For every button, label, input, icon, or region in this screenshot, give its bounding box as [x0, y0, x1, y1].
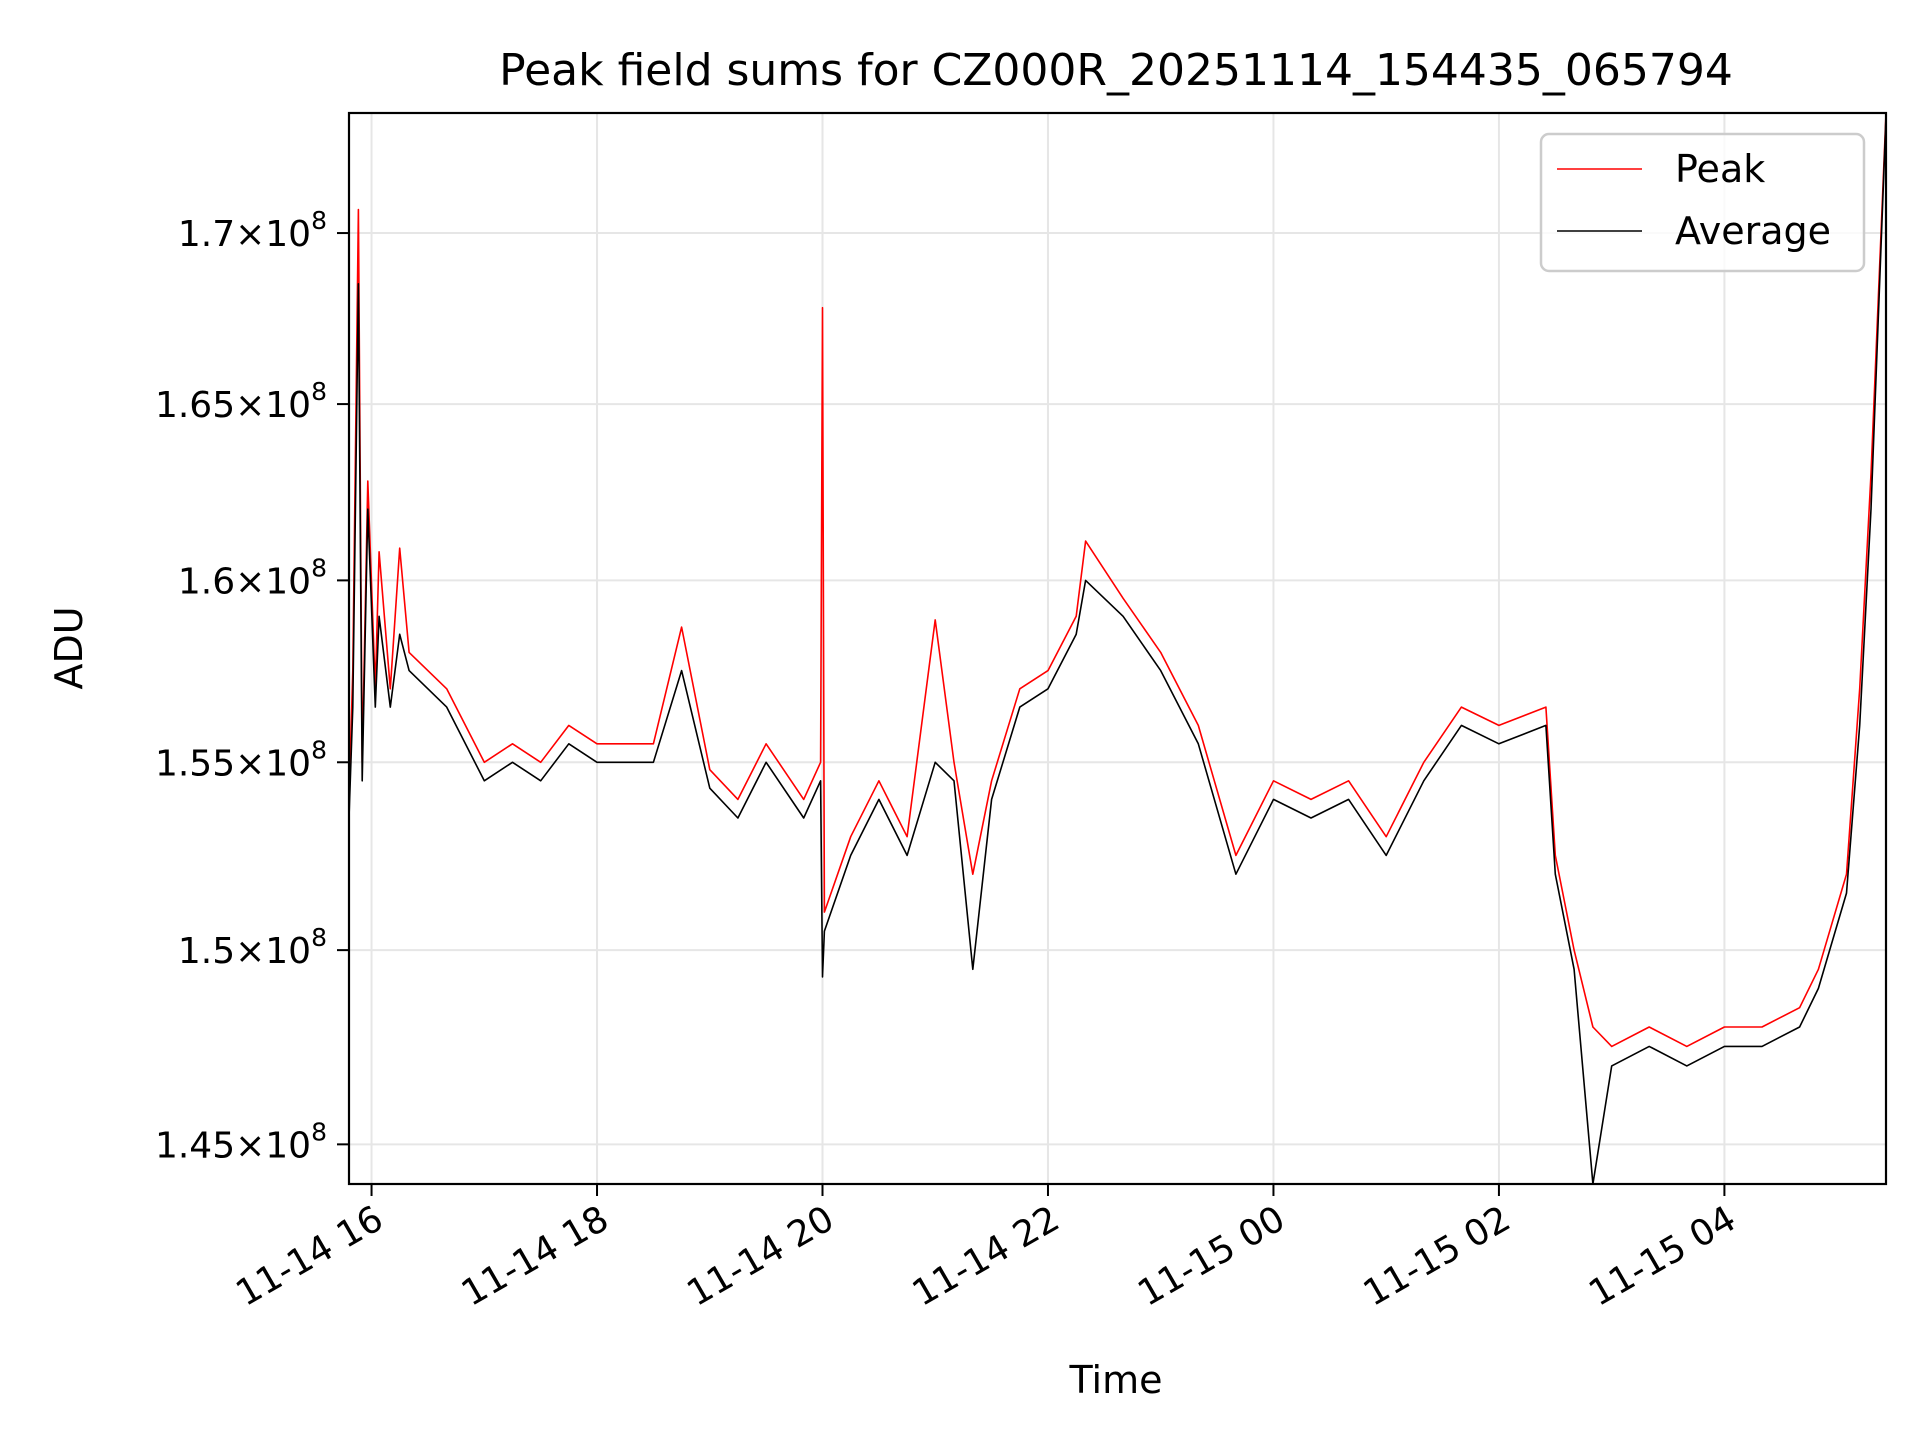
- y-tick-base: ×10: [235, 385, 311, 426]
- legend: Peak Average: [1539, 132, 1866, 273]
- y-tick-base: ×10: [235, 931, 311, 972]
- y-tick-label: 1.7×108: [178, 206, 327, 255]
- y-tick-label: 1.5×108: [178, 923, 327, 972]
- chart-title: Peak field sums for CZ000R_20251114_1544…: [499, 45, 1733, 96]
- y-tick-mantissa: 1.5: [178, 931, 235, 972]
- y-tick-base: ×10: [235, 743, 311, 784]
- y-tick-exponent: 8: [311, 735, 327, 764]
- y-tick-mantissa: 1.65: [155, 385, 235, 426]
- y-tick-label: 1.6×108: [178, 553, 327, 602]
- y-tick-mantissa: 1.45: [155, 1125, 235, 1166]
- y-tick-exponent: 8: [311, 1117, 327, 1146]
- y-tick-exponent: 8: [311, 377, 327, 406]
- y-axis-ticks: 1.45×1081.5×1081.55×1081.6×1081.65×1081.…: [155, 206, 349, 1166]
- y-tick-label: 1.45×108: [155, 1117, 327, 1166]
- y-tick-exponent: 8: [311, 206, 327, 235]
- plot-lines: [348, 112, 1887, 1185]
- series-line-peak: [348, 112, 1887, 1048]
- y-tick-label: 1.65×108: [155, 377, 327, 426]
- y-tick-mantissa: 1.6: [178, 561, 235, 602]
- legend-label-average: Average: [1675, 209, 1831, 253]
- series-line-average: [348, 116, 1887, 1185]
- y-axis-label: ADU: [47, 606, 91, 689]
- y-tick-mantissa: 1.7: [178, 214, 235, 255]
- y-tick-exponent: 8: [311, 923, 327, 952]
- y-tick-label: 1.55×108: [155, 735, 327, 784]
- y-tick-base: ×10: [235, 1125, 311, 1166]
- plot-frame: [347, 111, 1888, 1186]
- legend-label-peak: Peak: [1675, 147, 1765, 191]
- y-tick-exponent: 8: [311, 553, 327, 582]
- x-axis-label: Time: [1069, 1358, 1163, 1402]
- y-tick-base: ×10: [235, 561, 311, 602]
- y-tick-base: ×10: [235, 214, 311, 255]
- y-tick-mantissa: 1.55: [155, 743, 235, 784]
- grid: [349, 113, 1886, 1184]
